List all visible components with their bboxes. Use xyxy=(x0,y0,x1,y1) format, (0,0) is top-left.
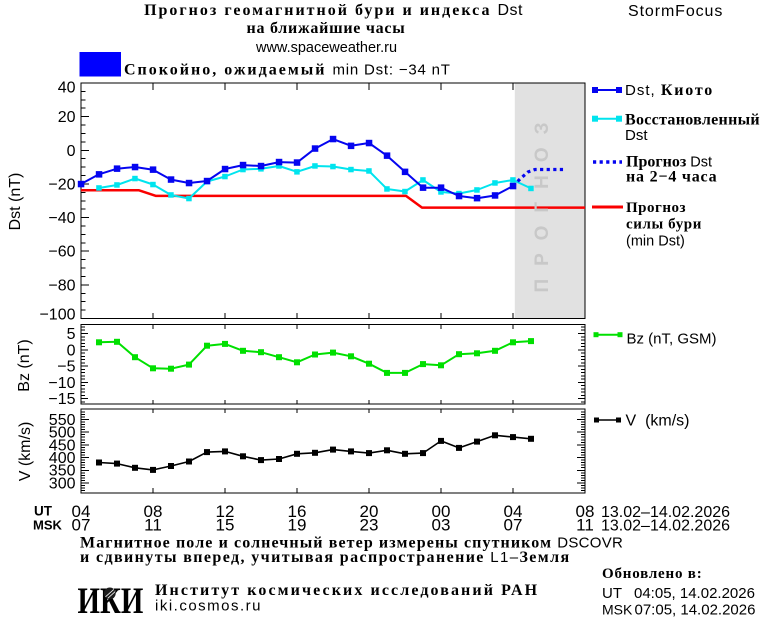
svg-text:0: 0 xyxy=(67,342,76,359)
svg-text:MSK: MSK xyxy=(33,518,63,533)
svg-text:04: 04 xyxy=(504,502,523,521)
svg-text:и сдвинуты вперед, учитывая ра: и сдвинуты вперед, учитывая распростране… xyxy=(80,549,571,566)
svg-text:19: 19 xyxy=(288,516,307,535)
svg-text:Прогноз Dst: Прогноз Dst xyxy=(626,154,712,171)
svg-text:07: 07 xyxy=(72,516,91,535)
svg-text:20: 20 xyxy=(58,109,76,126)
svg-text:16: 16 xyxy=(288,502,307,521)
svg-text:−15: −15 xyxy=(48,391,75,408)
svg-text:iki.cosmos.ru: iki.cosmos.ru xyxy=(155,598,262,615)
svg-text:Магнитное поле и солнечный вет: Магнитное поле и солнечный ветер измерен… xyxy=(80,535,623,552)
svg-text:15: 15 xyxy=(216,516,235,535)
svg-text:Спокойно, ожидаемый min Dst: −: Спокойно, ожидаемый min Dst: −34 nT xyxy=(124,62,451,79)
svg-text:−40: −40 xyxy=(48,210,75,227)
svg-text:силы бури: силы бури xyxy=(626,217,702,233)
svg-text:−100: −100 xyxy=(39,307,75,324)
svg-text:ПРОГНОЗ: ПРОГНОЗ xyxy=(532,109,553,292)
svg-text:12: 12 xyxy=(216,502,235,521)
svg-text:5: 5 xyxy=(67,326,76,343)
svg-text:−80: −80 xyxy=(48,277,75,294)
svg-text:23: 23 xyxy=(360,516,379,535)
svg-text:на ближайшие часы: на ближайшие часы xyxy=(246,20,405,37)
svg-text:08: 08 xyxy=(144,502,163,521)
svg-text:−10: −10 xyxy=(48,375,75,392)
svg-text:на 2−4 часа: на 2−4 часа xyxy=(626,169,717,186)
svg-text:StormFocus: StormFocus xyxy=(628,3,723,20)
svg-text:400: 400 xyxy=(49,450,76,467)
svg-text:−20: −20 xyxy=(48,176,75,193)
svg-text:ИКИ: ИКИ xyxy=(78,581,144,620)
svg-text:(min Dst): (min Dst) xyxy=(626,234,685,250)
svg-text:03: 03 xyxy=(432,516,451,535)
svg-text:00: 00 xyxy=(432,502,451,521)
svg-text:−60: −60 xyxy=(48,244,75,261)
svg-text:Институт космических исследова: Институт космических исследований РАН xyxy=(155,582,539,599)
svg-text:11: 11 xyxy=(576,516,594,535)
svg-text:Bz (nT): Bz (nT) xyxy=(16,339,33,391)
svg-text:08: 08 xyxy=(576,502,595,521)
svg-text:V (km/s): V (km/s) xyxy=(626,413,690,430)
svg-text:13.02–14.02.2026: 13.02–14.02.2026 xyxy=(601,504,730,521)
svg-text:350: 350 xyxy=(49,463,76,480)
svg-text:www.spaceweather.ru: www.spaceweather.ru xyxy=(255,40,397,56)
svg-text:Восстановленный: Восстановленный xyxy=(625,112,760,129)
svg-text:Прогноз геомагнитной бури и ин: Прогноз геомагнитной бури и индекса Dst xyxy=(144,2,523,19)
svg-text:04: 04 xyxy=(72,502,91,521)
svg-text:V (km/s): V (km/s) xyxy=(17,422,34,482)
svg-text:07: 07 xyxy=(504,516,523,535)
svg-text:Обновлено в:: Обновлено в: xyxy=(602,566,703,582)
svg-text:500: 500 xyxy=(49,425,76,442)
svg-text:40: 40 xyxy=(58,80,76,97)
svg-text:550: 550 xyxy=(49,412,76,429)
svg-text:Прогноз: Прогноз xyxy=(626,200,686,216)
svg-text:450: 450 xyxy=(49,437,76,454)
svg-text:Dst (nT): Dst (nT) xyxy=(7,173,24,231)
svg-text:0: 0 xyxy=(67,143,76,160)
svg-text:UT: UT xyxy=(34,504,53,519)
svg-text:300: 300 xyxy=(49,475,76,492)
svg-text:Dst, Киото: Dst, Киото xyxy=(625,82,714,99)
svg-text:Bz (nT, GSM): Bz (nT, GSM) xyxy=(627,331,717,348)
svg-text:13.02–14.02.2026: 13.02–14.02.2026 xyxy=(601,518,730,535)
svg-text:20: 20 xyxy=(360,502,379,521)
svg-text:Dst: Dst xyxy=(625,127,648,144)
svg-text:11: 11 xyxy=(144,516,162,535)
svg-text:−5: −5 xyxy=(57,359,75,376)
